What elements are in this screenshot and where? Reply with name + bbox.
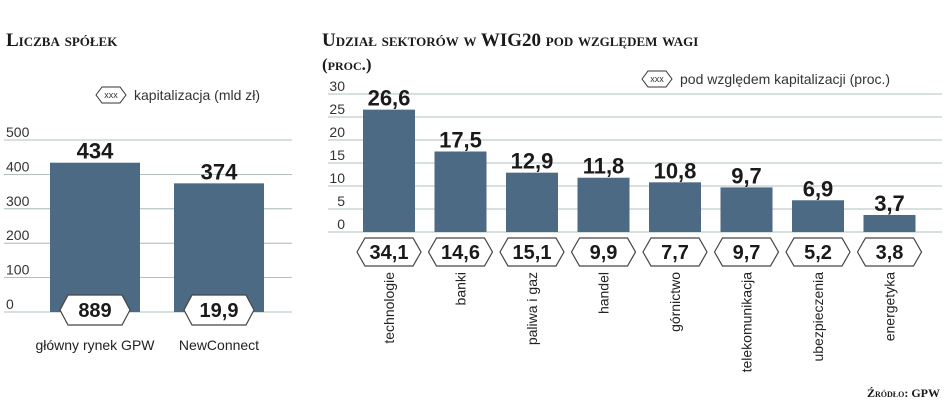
bar-value-label: 11,8 bbox=[583, 154, 625, 179]
category-label: górnictwo bbox=[667, 272, 683, 332]
bar bbox=[174, 183, 264, 312]
capitalization-label: 9,7 bbox=[733, 242, 761, 264]
bar-value-label: 9,7 bbox=[731, 163, 762, 188]
capitalization-hexagon-icon bbox=[785, 237, 851, 267]
left-legend-label: kapitalizacja (mld zł) bbox=[134, 87, 260, 103]
y-tick-label: 200 bbox=[6, 227, 30, 243]
y-tick-label: 500 bbox=[6, 124, 30, 140]
right-legend-symbol: xxx bbox=[650, 74, 664, 84]
bar-value-label: 10,8 bbox=[654, 158, 697, 183]
y-tick-label: 15 bbox=[329, 147, 345, 163]
right-chart-title: Udział sektorów w WIG20 pod względem wag… bbox=[322, 30, 698, 51]
y-tick-label: 400 bbox=[6, 158, 30, 174]
capitalization-hexagon-icon bbox=[59, 294, 131, 326]
category-label: energetyka bbox=[882, 272, 898, 341]
bar-value-label: 434 bbox=[77, 139, 114, 164]
category-label: ubezpieczenia bbox=[810, 272, 826, 362]
right-gridlines bbox=[328, 93, 942, 233]
capitalization-label: 7,7 bbox=[661, 242, 689, 264]
y-tick-label: 0 bbox=[337, 216, 345, 232]
left-y-ticks: 0 100 200 300 400 500 bbox=[6, 124, 30, 312]
right-chart-subtitle: (proc.) bbox=[322, 55, 372, 74]
right-chart: Udział sektorów w WIG20 pod względem wag… bbox=[322, 30, 942, 372]
capitalization-hexagon-icon bbox=[427, 237, 494, 267]
capitalization-hexagon-icon bbox=[570, 237, 637, 267]
category-label: główny rynek GPW bbox=[35, 337, 155, 353]
left-legend-symbol: xxx bbox=[104, 90, 118, 100]
capitalization-hexagon-icon bbox=[183, 294, 255, 326]
y-tick-label: 0 bbox=[6, 296, 14, 312]
source-note: Źródło: GPW bbox=[867, 386, 940, 400]
bar bbox=[363, 109, 415, 232]
bar-value-label: 17,5 bbox=[439, 128, 482, 153]
capitalization-label: 9,9 bbox=[590, 242, 618, 264]
y-tick-label: 5 bbox=[337, 193, 345, 209]
left-legend-hexagon-icon bbox=[95, 86, 127, 104]
bar bbox=[792, 200, 844, 232]
y-tick-label: 10 bbox=[329, 170, 345, 186]
y-tick-label: 20 bbox=[329, 124, 345, 140]
category-label: technologie bbox=[381, 272, 397, 344]
bar bbox=[720, 187, 773, 232]
bar-value-label: 3,7 bbox=[874, 191, 905, 216]
right-legend: xxx pod względem kapitalizacji (proc.) bbox=[641, 70, 890, 88]
category-label: handel bbox=[596, 272, 612, 314]
bar bbox=[506, 172, 558, 232]
y-tick-label: 100 bbox=[6, 262, 30, 278]
category-label: NewConnect bbox=[179, 337, 259, 353]
capitalization-hexagon-icon bbox=[713, 237, 780, 267]
right-legend-label: pod względem kapitalizacji (proc.) bbox=[680, 71, 890, 87]
bar-value-label: 374 bbox=[201, 159, 238, 184]
capitalization-label: 3,8 bbox=[876, 242, 904, 264]
capitalization-label: 19,9 bbox=[200, 300, 239, 322]
capitalization-hexagon-icon bbox=[856, 237, 923, 267]
bar bbox=[50, 162, 140, 312]
category-label: telekomunikacja bbox=[739, 272, 755, 373]
bar-value-label: 26,6 bbox=[368, 86, 411, 111]
capitalization-label: 14,6 bbox=[441, 242, 480, 264]
capitalization-label: 34,1 bbox=[370, 242, 409, 264]
bar bbox=[863, 214, 916, 232]
bar bbox=[577, 177, 630, 232]
capitalization-hexagon-icon bbox=[356, 237, 422, 267]
right-bars: 26,6 34,1 technologie 17,5 14,6 banki 12,9 15,1… bbox=[356, 86, 923, 373]
y-tick-label: 25 bbox=[329, 101, 345, 117]
capitalization-label: 5,2 bbox=[804, 242, 832, 264]
bar bbox=[649, 182, 701, 232]
capitalization-hexagon-icon bbox=[499, 237, 565, 267]
left-bars: 434 889 główny rynek GPW 374 19,9 NewConnect bbox=[35, 139, 264, 353]
category-label: paliwa i gaz bbox=[524, 272, 540, 345]
category-label: banki bbox=[453, 272, 469, 305]
left-legend: xxx kapitalizacja (mld zł) bbox=[95, 86, 260, 104]
y-tick-label: 300 bbox=[6, 193, 30, 209]
y-tick-label: 30 bbox=[329, 78, 345, 94]
capitalization-label: 15,1 bbox=[513, 242, 552, 264]
right-legend-hexagon-icon bbox=[641, 70, 673, 88]
left-chart: Liczba spółek xxx kapitalizacja (mld zł)… bbox=[4, 30, 292, 353]
bar bbox=[434, 151, 487, 232]
left-chart-title: Liczba spółek bbox=[6, 30, 118, 51]
bar-value-label: 12,9 bbox=[511, 149, 554, 174]
capitalization-label: 889 bbox=[78, 300, 111, 322]
right-y-ticks: 0 5 10 15 20 25 30 bbox=[329, 78, 345, 232]
bar-value-label: 6,9 bbox=[803, 176, 834, 201]
capitalization-hexagon-icon bbox=[642, 237, 708, 267]
